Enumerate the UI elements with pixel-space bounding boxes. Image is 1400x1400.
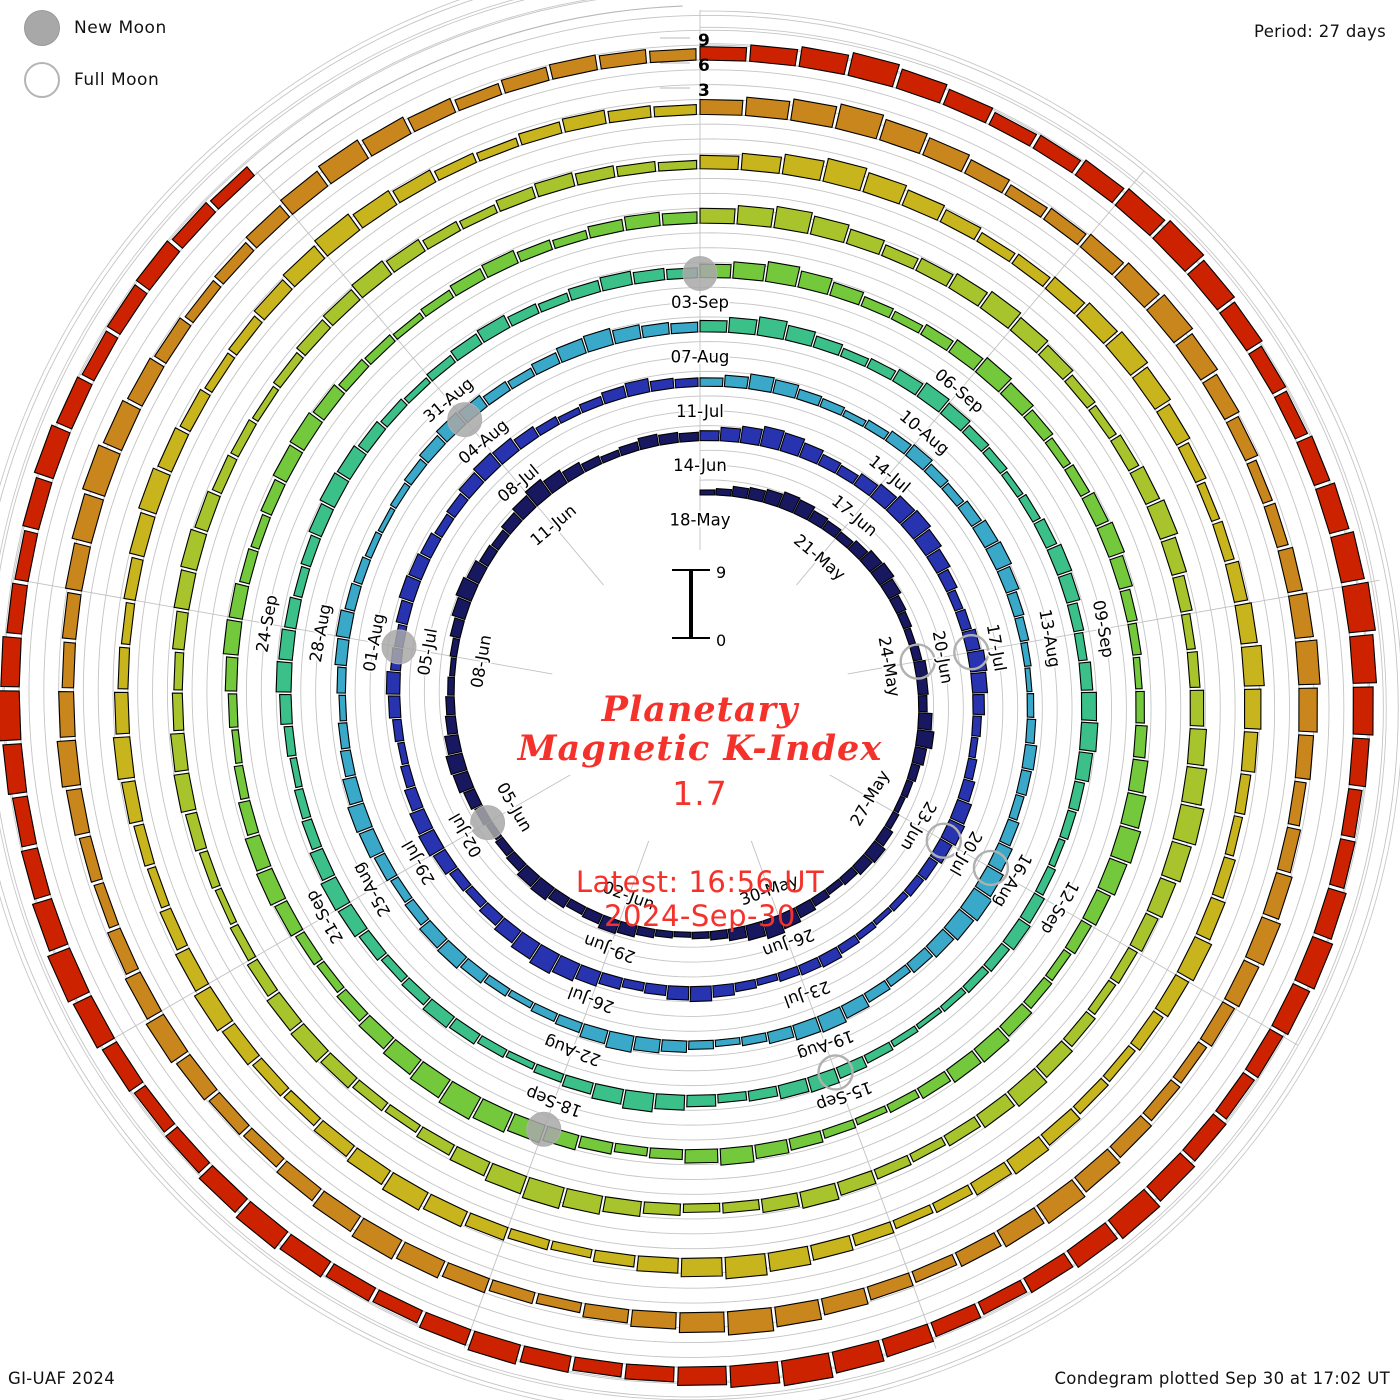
date-label: 13-Aug — [1035, 608, 1064, 669]
full-moon-marker — [817, 1054, 854, 1091]
new-moon-marker — [381, 629, 417, 665]
date-label: 28-Aug — [306, 602, 335, 663]
date-label: 27-May — [846, 767, 893, 830]
date-label: 02-Jun — [600, 878, 657, 914]
spiral-bars-layer — [0, 44, 1378, 1389]
legend-item-full-moon: Full Moon — [24, 62, 159, 98]
radial-scale-3: 3 — [698, 81, 710, 101]
date-label: 11-Jul — [676, 402, 724, 421]
bar-scale-min-label: 0 — [716, 631, 727, 650]
date-label: 30-May — [737, 871, 801, 910]
credit-left: GI-UAF 2024 — [8, 1369, 115, 1388]
date-label: 14-Jun — [673, 456, 727, 475]
date-label: 05-Jul — [414, 627, 441, 677]
date-label: 23-Jul — [781, 977, 832, 1011]
legend-item-new-moon: New Moon — [24, 10, 167, 46]
new-moon-marker — [447, 402, 483, 438]
new-moon-marker — [526, 1111, 562, 1147]
new-moon-icon — [24, 10, 60, 46]
full-moon-marker — [899, 643, 936, 680]
credit-right: Condegram plotted Sep 30 at 17:02 UT — [1054, 1369, 1390, 1388]
new-moon-marker — [470, 805, 506, 841]
date-label: 20-Jun — [929, 629, 957, 685]
period-label: Period: 27 days — [1254, 22, 1386, 41]
full-moon-marker — [925, 822, 962, 859]
date-label: 24-May — [875, 635, 904, 699]
new-moon-marker — [682, 256, 718, 291]
date-label: 18-May — [669, 511, 730, 530]
date-label: 26-Jul — [565, 983, 616, 1017]
radial-scale-9: 9 — [698, 31, 710, 51]
full-moon-marker — [972, 849, 1010, 887]
legend-label-full-moon: Full Moon — [74, 70, 160, 90]
date-label: 24-Sep — [253, 593, 282, 653]
legend-label-new-moon: New Moon — [74, 18, 167, 38]
date-label: 03-Sep — [671, 293, 729, 312]
full-moon-icon — [24, 62, 60, 98]
bar-scale-max-label: 9 — [716, 563, 727, 582]
date-label: 09-Sep — [1089, 599, 1118, 659]
date-label: 17-Jul — [983, 623, 1010, 673]
moon-marker-layer — [381, 256, 1010, 1147]
date-label: 08-Jun — [467, 633, 495, 689]
radial-scale-6: 6 — [698, 56, 710, 76]
date-label: 07-Aug — [671, 347, 730, 366]
full-moon-marker — [953, 634, 990, 671]
